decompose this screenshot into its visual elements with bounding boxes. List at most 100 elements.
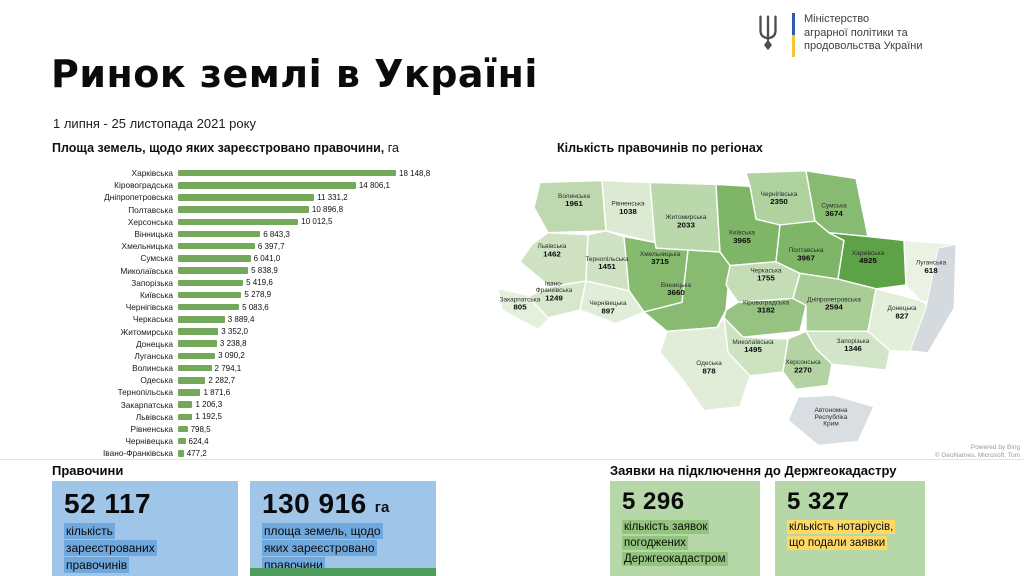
bar-row: Чернігівська 5 083,6	[52, 301, 486, 313]
bar-value: 5 278,9	[244, 290, 272, 300]
map-region-zakarpatska	[497, 288, 551, 331]
bar-label: Вінницька	[134, 229, 173, 240]
card-desc-line: площа земель, щодо	[262, 523, 383, 539]
bar-label: Рівненська	[130, 424, 173, 435]
map-region-label: Черкаська 1755	[750, 267, 782, 282]
bar-label: Кіровоградська	[114, 180, 173, 191]
bar-row: Волинська 2 794,1	[52, 362, 486, 374]
page-title: Ринок землі в Україні	[51, 52, 538, 96]
bar	[178, 206, 309, 213]
map-region-label: Автономна Республіка Крим	[815, 407, 848, 427]
bar-label: Чернігівська	[125, 302, 173, 313]
map-region-label: Дніпропетровська 2594	[807, 295, 861, 311]
occupied-territory-overlay-icon	[909, 243, 957, 354]
bar-row: Полтавська 10 896,8	[52, 204, 486, 216]
map-region-label: Полтавська 3967	[789, 247, 824, 262]
bar-row: Хмельницька 6 397,7	[52, 240, 486, 252]
bar	[178, 364, 212, 372]
card-desc-line: кількість	[64, 523, 115, 539]
bar-value: 10 012,5	[301, 217, 333, 227]
card-desc-line: зареєстрованих	[64, 540, 157, 556]
bar	[178, 413, 193, 421]
bar-value: 2 794,1	[214, 363, 242, 373]
bar-value: 6 843,3	[263, 229, 290, 239]
bar-label: Закарпатська	[120, 399, 173, 410]
registered-deals-card: 52 117 кількість зареєстрованих правочин…	[52, 481, 238, 576]
bar-label: Житомирська	[120, 326, 173, 337]
bar-value: 6 041,0	[253, 253, 281, 263]
map-region-label: Донецька 827	[888, 305, 917, 320]
card-desc-line: Держгеокадастром	[622, 552, 728, 566]
bar-value: 1 192,5	[195, 412, 223, 422]
map-region-lviv	[519, 232, 589, 288]
bar-value: 798,5	[190, 424, 211, 434]
map-region-kharkivska	[828, 232, 907, 290]
bar	[178, 450, 184, 457]
deals-area-value: 130 916	[262, 488, 367, 519]
ministry-name-line: продовольства України	[804, 40, 923, 52]
map-region-label: Волинська 1961	[558, 193, 590, 208]
bar-label: Донецька	[135, 338, 173, 349]
bar-value: 3 352,0	[221, 327, 248, 337]
approved-applications-card: 5 296 кількість заявок погоджених Держге…	[610, 481, 760, 576]
bar-row: Дніпропетровська 11 331,2	[52, 191, 486, 203]
registered-deals-count: 52 117	[64, 488, 152, 519]
divider	[0, 459, 1024, 460]
registered-deals-desc: кількість зареєстрованих правочинів	[64, 523, 226, 574]
bar	[178, 230, 261, 238]
ministry-name-line: аграрної політики та	[804, 26, 908, 39]
ministry-name-line: Міністерство	[804, 13, 870, 25]
deals-area-unit: га	[374, 499, 390, 516]
card-desc-line: кількість заявок	[622, 520, 710, 534]
bar-row: Львівська 1 192,5	[52, 411, 486, 423]
bar	[178, 255, 251, 262]
bar-row: Черкаська 3 889,4	[52, 313, 486, 325]
map-region-label: Чернігівська 2350	[761, 190, 798, 206]
deals-area-desc: площа земель, щодо яких зареєстровано пр…	[262, 523, 424, 574]
card-desc-line: погоджених	[622, 536, 689, 550]
bar-value: 5 838,9	[251, 266, 278, 276]
bar	[178, 401, 193, 408]
bar-row: Кіровоградська 14 806,1	[52, 179, 486, 191]
bar-row: Запорізька 5 419,6	[52, 277, 486, 289]
bar-label: Волинська	[132, 363, 173, 374]
bar-value: 1 206,3	[195, 400, 223, 410]
bar-value: 477,2	[186, 448, 207, 458]
bar	[178, 291, 242, 299]
bar-chart-title-main: Площа земель, щодо яких зареєстровано пр…	[52, 141, 385, 155]
bar-label: Херсонська	[127, 216, 173, 227]
flag-bar	[792, 13, 795, 57]
map-region-label: Кіровоградська 3182	[743, 298, 789, 314]
transactions-heading: Правочини	[52, 463, 124, 478]
map-region-label: Житомирська 2033	[665, 214, 706, 229]
card-desc-line: яких зареєстровано	[262, 540, 377, 556]
bar-row: Донецька 3 238,8	[52, 338, 486, 350]
applications-heading: Заявки на підключення до Держгеокадастру	[610, 463, 897, 478]
bar-value: 3 238,8	[219, 339, 247, 349]
map-region-label: Запорізька 1346	[837, 337, 870, 353]
bar-row: Житомирська 3 352,0	[52, 325, 486, 337]
bar	[178, 194, 315, 201]
map-region-label: Херсонська 2270	[785, 359, 821, 374]
bar-value: 14 806,1	[358, 180, 390, 190]
bar-value: 11 331,2	[317, 192, 348, 202]
map-region-label: Вінницька 3660	[661, 281, 692, 297]
bar	[178, 242, 255, 250]
bar-row: Чернівецька 624,4	[52, 435, 486, 447]
bar-row: Миколаївська 5 838,9	[52, 265, 486, 277]
bar	[178, 218, 299, 226]
ukraine-map: Волинська 1961 Рівненська 1038 Житомирська 20…	[497, 170, 957, 447]
bar-chart-title: Площа земель, щодо яких зареєстровано пр…	[52, 141, 399, 155]
bar	[178, 169, 396, 177]
notaries-desc: кількість нотаріусів, що подали заявки	[787, 519, 913, 551]
bar-value: 3 889,4	[227, 314, 255, 324]
bar-row: Тернопільська 1 871,6	[52, 386, 486, 398]
bar-row: Херсонська 10 012,5	[52, 216, 486, 228]
map-region-label: Сумська 3674	[821, 203, 847, 218]
bar-label: Київська	[140, 289, 173, 300]
bar-value: 10 896,8	[311, 205, 344, 215]
trident-icon	[759, 15, 777, 51]
map-attribution-line: © GeoNames, Microsoft, Tom	[934, 452, 1020, 459]
bar-label: Полтавська	[128, 204, 173, 215]
bar-label: Дніпропетровська	[104, 192, 173, 203]
